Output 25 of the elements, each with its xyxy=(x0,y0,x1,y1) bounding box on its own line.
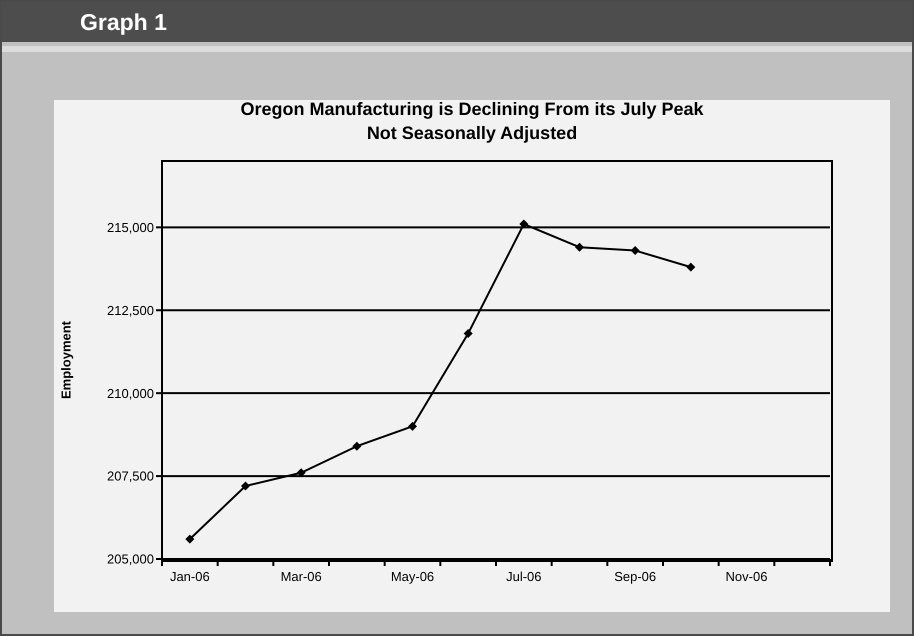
y-axis-title: Employment xyxy=(58,320,74,400)
y-tick-label: 215,000 xyxy=(107,220,154,235)
y-tick-label: 207,500 xyxy=(107,468,154,484)
x-tick-label: Sep-06 xyxy=(614,569,656,584)
x-tick-label: Jul-06 xyxy=(506,569,542,584)
x-tick-label: May-06 xyxy=(390,569,434,584)
caption: Graph 1 xyxy=(80,9,167,36)
chart-title: Oregon Manufacturing is Declining From its July Peak xyxy=(239,98,705,121)
y-tick-label: 212,500 xyxy=(107,302,154,318)
point xyxy=(464,328,473,338)
point xyxy=(686,262,696,272)
point xyxy=(352,442,362,451)
point xyxy=(185,534,194,544)
x-tick-label: Mar-06 xyxy=(280,569,322,584)
point xyxy=(575,242,584,252)
y-tick-label: 205,000 xyxy=(107,552,154,567)
x-tick-label: Jan-06 xyxy=(170,569,210,584)
point xyxy=(296,468,306,478)
chart-subtitle: Not Seasonally Adjusted xyxy=(366,122,578,145)
point xyxy=(408,422,417,431)
point xyxy=(241,482,250,491)
x-tick-label: Nov-06 xyxy=(726,569,768,584)
point xyxy=(630,246,640,256)
y-tick-label: 210,000 xyxy=(107,386,154,401)
point xyxy=(519,220,528,229)
